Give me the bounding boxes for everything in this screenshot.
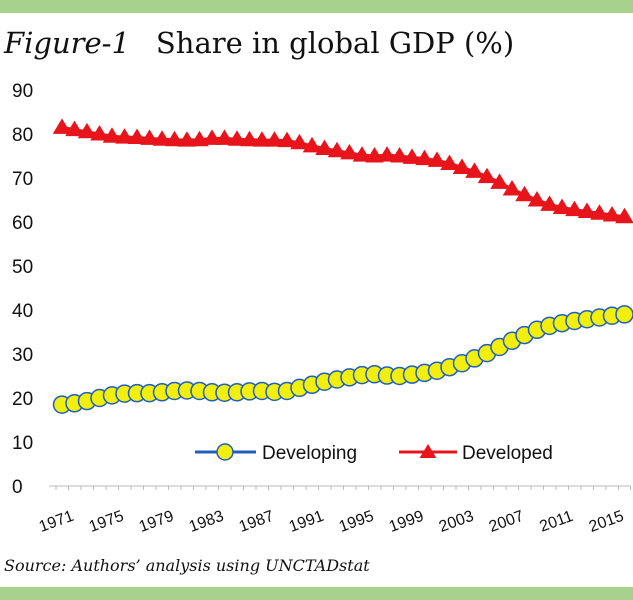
developed-point (202, 129, 222, 145)
legend-developed-label: Developed (462, 443, 553, 464)
x-tick-label: 1999 (387, 508, 426, 536)
developed-point (65, 120, 84, 137)
y-tick-label: 20 (12, 389, 33, 410)
developed-point (415, 149, 434, 166)
x-tick-label: 1979 (137, 508, 176, 536)
developed-point (440, 154, 459, 170)
y-tick-label: 30 (12, 345, 33, 366)
developed-point (490, 173, 509, 189)
developed-point (527, 191, 547, 207)
top-frame-bar (0, 0, 633, 13)
developed-point (277, 131, 297, 148)
developed-point (577, 202, 597, 218)
y-tick-label: 90 (12, 81, 33, 102)
developed-point (52, 118, 72, 134)
developed-point (127, 128, 147, 145)
developed-point (315, 139, 334, 156)
developed-point (377, 146, 397, 162)
developed-point (602, 205, 622, 222)
developed-point (565, 200, 584, 217)
y-tick-label: 0 (12, 477, 23, 498)
developed-point (77, 122, 97, 139)
developed-point (390, 147, 409, 163)
bottom-frame-bar (0, 587, 633, 600)
y-tick-label: 70 (12, 169, 33, 190)
legend-developing-marker (216, 443, 234, 461)
chart: 0 10 20 30 40 50 60 70 80 90 1971 1975 1979 1983 1987 1… (12, 81, 633, 536)
developed-point (452, 158, 472, 174)
developed-point (165, 130, 184, 147)
developed-point (177, 131, 197, 147)
developed-point (190, 130, 209, 147)
developed-point (115, 128, 134, 144)
x-tick-label: 2011 (537, 508, 575, 536)
developed-point (402, 148, 422, 164)
developed-point (215, 129, 234, 145)
x-tick-label: 1975 (87, 508, 126, 536)
source-note: Source: Authors’ analysis using UNCTADst… (4, 556, 370, 575)
developed-point (152, 130, 172, 146)
developed-point (340, 143, 359, 160)
developed-point (240, 130, 259, 147)
y-tick-label: 10 (12, 433, 33, 454)
x-tick-label: 1983 (187, 508, 226, 536)
x-tick-label: 2015 (587, 508, 626, 536)
y-tick-label: 60 (12, 213, 33, 234)
figure-title: Figure-1 Share in global GDP (%) (4, 26, 514, 60)
chart-title: Share in global GDP (%) (155, 26, 515, 60)
developed-point (477, 167, 497, 184)
x-tick-label: 1971 (37, 508, 76, 536)
developed-point (227, 130, 247, 146)
developed-point (540, 195, 559, 211)
developed-point (552, 198, 572, 214)
x-tick-label: 1991 (287, 508, 326, 536)
developed-point (427, 151, 447, 167)
developed-point (327, 141, 347, 158)
developed-point (352, 146, 372, 162)
developed-point (252, 131, 272, 147)
x-tick-label: 2003 (437, 508, 476, 536)
developed-point (615, 207, 633, 224)
developed-point (502, 180, 522, 196)
developed-point (302, 136, 322, 153)
developing-point (615, 305, 633, 324)
developed-point (140, 129, 159, 145)
y-tick-label: 80 (12, 125, 33, 146)
y-tick-label: 40 (12, 301, 33, 322)
developed-point (365, 147, 384, 163)
developed-point (90, 125, 109, 141)
x-tick-label: 1987 (237, 508, 276, 536)
figure-label: Figure-1 (4, 26, 130, 60)
y-tick-label: 50 (12, 257, 33, 278)
developed-point (465, 162, 484, 178)
developed-point (102, 127, 122, 143)
developed-point (265, 131, 284, 147)
legend-developed-marker (419, 444, 437, 458)
x-tick-label: 1995 (337, 508, 376, 536)
x-tick-label: 2007 (487, 508, 526, 536)
developed-point (290, 133, 309, 150)
developed-point (515, 185, 534, 202)
developed-point (590, 204, 609, 220)
legend-developing-label: Developing (262, 443, 357, 464)
